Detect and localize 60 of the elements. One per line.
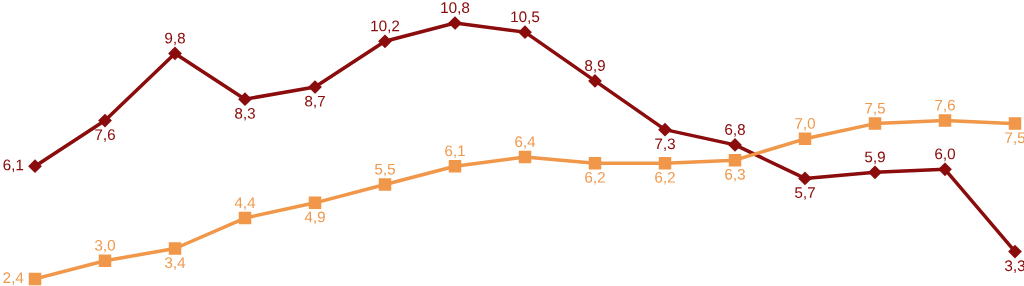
data-label: 7,6 bbox=[935, 99, 955, 113]
data-label: 7,5 bbox=[865, 102, 885, 116]
point bbox=[728, 138, 742, 152]
point bbox=[168, 242, 182, 255]
data-label: 4,9 bbox=[304, 211, 325, 225]
data-label: 6,8 bbox=[725, 124, 745, 137]
data-label: 8,9 bbox=[585, 60, 605, 73]
data-label: 10,8 bbox=[441, 2, 470, 15]
data-label: 6,3 bbox=[725, 168, 745, 182]
data-label: 6,1 bbox=[3, 159, 24, 173]
data-label: 6,1 bbox=[445, 145, 465, 159]
data-label: 7,0 bbox=[795, 118, 816, 131]
data-label: 7,6 bbox=[95, 129, 115, 142]
data-label: 5,5 bbox=[374, 163, 395, 177]
point bbox=[98, 113, 112, 128]
data-label: 7,5 bbox=[1005, 132, 1024, 145]
point bbox=[1008, 244, 1022, 259]
point bbox=[658, 156, 672, 170]
point bbox=[448, 16, 462, 30]
point bbox=[518, 150, 532, 164]
data-label: 10,2 bbox=[371, 20, 400, 34]
data-label: 6,2 bbox=[585, 171, 605, 185]
point bbox=[868, 165, 882, 179]
point bbox=[728, 153, 742, 167]
point bbox=[308, 196, 322, 210]
point bbox=[308, 80, 322, 94]
data-label: 7,3 bbox=[655, 138, 675, 152]
data-label: 8,7 bbox=[305, 95, 325, 109]
data-label: 6,0 bbox=[935, 148, 956, 162]
data-label: 9,8 bbox=[165, 32, 185, 46]
data-label: 5,7 bbox=[794, 187, 815, 200]
data-label: 3,4 bbox=[164, 257, 186, 270]
data-label: 5,9 bbox=[864, 151, 885, 165]
point bbox=[378, 178, 392, 191]
point bbox=[168, 46, 182, 61]
data-label: 8,3 bbox=[235, 107, 255, 121]
data-label: 3,0 bbox=[94, 239, 116, 253]
point bbox=[938, 114, 952, 127]
point bbox=[238, 92, 252, 106]
point bbox=[518, 25, 532, 39]
point bbox=[588, 156, 602, 170]
point bbox=[798, 171, 812, 186]
point bbox=[28, 159, 42, 173]
point bbox=[448, 159, 462, 173]
data-label: 3,3 bbox=[1004, 260, 1024, 273]
data-label: 2,4 bbox=[3, 272, 24, 285]
point bbox=[798, 132, 812, 146]
point bbox=[238, 211, 252, 225]
point bbox=[28, 272, 42, 286]
point bbox=[98, 254, 112, 267]
point bbox=[378, 34, 392, 48]
data-label: 6,4 bbox=[515, 136, 536, 149]
data-label: 6,2 bbox=[655, 171, 675, 185]
data-label: 4,4 bbox=[234, 197, 256, 210]
point bbox=[588, 74, 602, 88]
point bbox=[868, 117, 882, 130]
point bbox=[938, 162, 952, 176]
point bbox=[658, 123, 672, 137]
point bbox=[1008, 117, 1022, 130]
data-label: 10,5 bbox=[511, 11, 540, 24]
